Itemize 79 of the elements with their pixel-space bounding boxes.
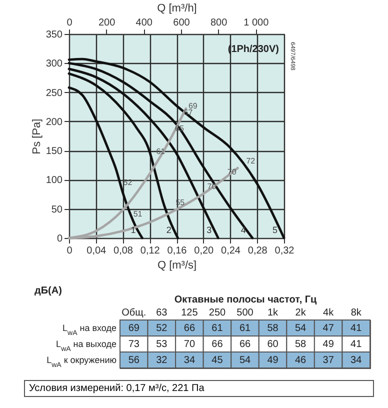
data-label: 61 — [239, 323, 251, 334]
data-label: 46 — [294, 355, 307, 366]
data-label: 41 — [350, 323, 362, 334]
data-label: 34 — [184, 355, 196, 366]
data-label: 69 — [128, 323, 140, 334]
data-label: 49 — [267, 355, 279, 366]
x-tick-label: 4k — [323, 308, 335, 318]
y-tick-label: 0 — [56, 234, 63, 244]
x2-tick-label: 0 — [66, 18, 73, 28]
data-label: 58 — [267, 323, 279, 334]
x-tick-label: 63 — [156, 308, 168, 318]
x-tick-label: 0,04 — [86, 246, 107, 256]
data-label: 52 — [156, 323, 168, 334]
annotation: 72 — [246, 156, 256, 166]
data-label: 53 — [156, 339, 168, 350]
x-tick-label: 1k — [267, 308, 280, 318]
series-label: 3 — [206, 225, 212, 235]
data-label: 61 — [212, 323, 224, 334]
x-tick-label: 125 — [181, 308, 198, 318]
y-tick-label: 50 — [51, 204, 63, 216]
y-tick-label: L$_{wA}$ к окружению — [46, 355, 117, 368]
x-tick-label: 0,24 — [221, 246, 241, 256]
x-tick-label: 0,12 — [140, 246, 160, 256]
chart-title: дБ(А) — [34, 286, 62, 296]
x2-tick-label: 800 — [210, 18, 228, 28]
y-tick-label: 250 — [46, 88, 63, 99]
x-tick-label: 0,08 — [114, 246, 134, 256]
y-tick-label: L$_{wA}$ на входе — [62, 323, 116, 336]
annotation: 70 — [227, 167, 237, 176]
data-label: 34 — [350, 355, 362, 366]
x-tick-label: 0,16 — [167, 246, 188, 256]
data-label: 66 — [239, 339, 251, 350]
annotation: 70 — [207, 182, 217, 192]
y-tick-label: 100 — [46, 175, 63, 186]
series-label: 5 — [272, 225, 278, 235]
x-axis-title: Октавные полосы частот, Гц — [174, 294, 318, 306]
y-axis-title: Ps [Pa] — [30, 118, 43, 154]
x-tick-label: Общ. — [122, 308, 146, 318]
data-label: 60 — [267, 339, 279, 350]
data-label: 66 — [184, 323, 196, 334]
x2-tick-label: 1 000 — [244, 18, 270, 28]
series-label: 4 — [240, 225, 246, 235]
data-label: 58 — [294, 339, 307, 350]
annotation: 65 — [175, 124, 184, 133]
x-tick-label: 0 — [66, 246, 73, 256]
x-axis-title: Q [m³/s] — [157, 260, 197, 272]
x-tick-label: 0,20 — [194, 246, 214, 256]
series-label: 1 — [130, 225, 136, 235]
data-label: 32 — [156, 355, 168, 366]
data-label: 70 — [184, 339, 196, 350]
text: Условия измерений: 0,17 м³/с, 221 Па — [24, 380, 374, 397]
x-tick-label: 0,32 — [274, 246, 295, 256]
x2-tick-label: 600 — [173, 18, 190, 28]
series-label: 2 — [166, 225, 172, 235]
data-label: 37 — [322, 355, 334, 366]
y-tick-label: 150 — [46, 146, 63, 158]
x-tick-label: 500 — [236, 308, 254, 318]
annotation: 67 — [184, 108, 194, 118]
data-label: 54 — [239, 355, 251, 366]
x2-axis-title: Q [m³/h] — [157, 2, 197, 14]
y-tick-label: 300 — [46, 58, 63, 70]
y-tick-label: L$_{wA}$ на выходе — [56, 339, 116, 352]
data-label: 49 — [322, 339, 334, 350]
y-tick-label: 350 — [46, 30, 63, 40]
data-label: 41 — [350, 339, 362, 350]
annotation: 69 — [188, 102, 198, 111]
x-tick-label: 0,28 — [248, 246, 268, 256]
data-label: 56 — [128, 355, 140, 366]
data-label: 66 — [212, 339, 224, 350]
x-tick-label: 2k — [295, 308, 307, 318]
data-label: 54 — [294, 323, 307, 334]
x2-tick-label: 400 — [136, 18, 153, 28]
y-tick-label: 200 — [46, 116, 63, 128]
x-tick-label: 250 — [208, 308, 226, 318]
x-tick-label: 8k — [350, 308, 362, 318]
annotation: 51 — [133, 209, 143, 218]
data-label: 45 — [212, 355, 224, 366]
data-label: 47 — [322, 323, 334, 334]
data-label: 73 — [128, 339, 140, 350]
